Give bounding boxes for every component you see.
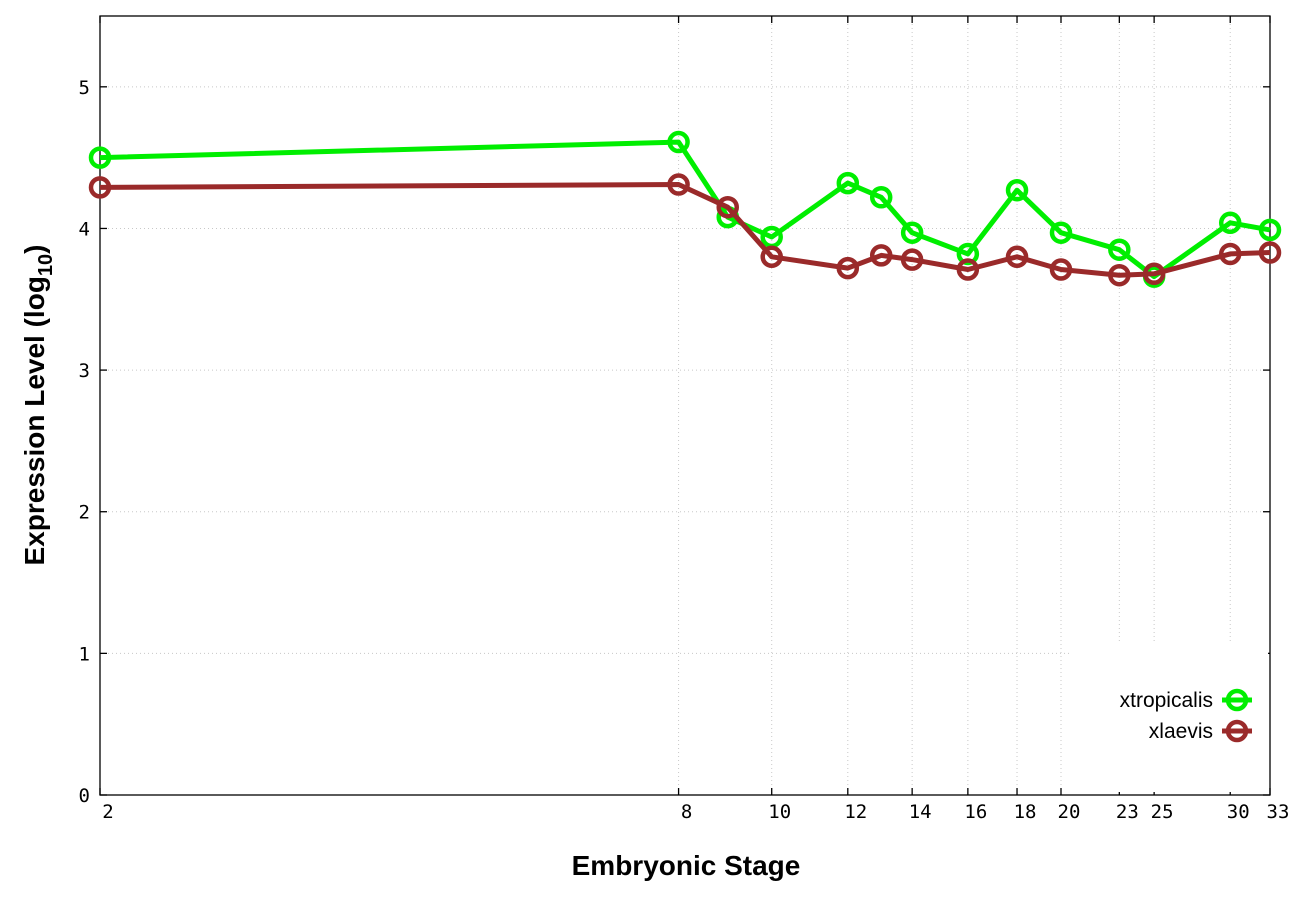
y-tick-label: 0 xyxy=(79,785,90,807)
x-tick-label: 20 xyxy=(1058,801,1081,823)
x-tick-label: 12 xyxy=(844,801,867,823)
data-point-xlaevis xyxy=(1218,242,1242,266)
data-point-xlaevis xyxy=(88,176,112,199)
y-axis-title-main: Expression Level (log xyxy=(19,276,50,565)
data-point-xlaevis xyxy=(956,258,980,281)
legend: xtropicalis xlaevis xyxy=(1072,642,1268,792)
data-point-xtropicalis xyxy=(1258,218,1282,242)
data-point-xtropicalis xyxy=(667,130,690,154)
legend-marker-swatch xyxy=(1225,719,1249,743)
data-point-xlaevis xyxy=(760,245,783,269)
y-tick-label: 1 xyxy=(79,643,90,665)
y-axis-title: Expression Level (log10) xyxy=(19,245,57,566)
data-point-xtropicalis xyxy=(836,171,860,195)
x-tick-label: 23 xyxy=(1116,801,1139,823)
data-point-xtropicalis xyxy=(900,221,924,244)
legend-item-xtropicalis: xtropicalis xyxy=(1120,688,1252,712)
x-tick-label: 18 xyxy=(1014,801,1037,823)
data-point-xtropicalis xyxy=(1108,238,1131,261)
data-point-xtropicalis xyxy=(869,186,893,209)
data-point-xtropicalis xyxy=(956,242,980,266)
y-tick-label: 2 xyxy=(79,502,90,524)
series-xlaevis xyxy=(88,173,1282,287)
x-tick-label: 33 xyxy=(1267,801,1290,823)
data-point-xlaevis xyxy=(1108,263,1131,287)
x-tick-label: 25 xyxy=(1151,801,1174,823)
data-point-xlaevis xyxy=(1258,241,1282,264)
data-point-xlaevis xyxy=(667,173,690,196)
grid-lines xyxy=(100,16,1270,795)
x-axis-title: Embryonic Stage xyxy=(572,850,801,881)
series-lines xyxy=(88,130,1282,288)
x-tick-label: 16 xyxy=(964,801,987,823)
data-point-xlaevis xyxy=(1049,258,1073,281)
series-line-xtropicalis xyxy=(99,139,1271,280)
y-axis-title-end: ) xyxy=(19,245,50,254)
data-point-xtropicalis xyxy=(1218,211,1242,235)
legend-marker-swatch xyxy=(1225,688,1249,712)
y-tick-labels: 0 1 2 3 4 5 xyxy=(79,77,90,807)
data-point-xlaevis xyxy=(900,248,924,271)
data-point-xlaevis xyxy=(1005,245,1029,269)
x-tick-label: 10 xyxy=(768,801,791,823)
plot-frame xyxy=(99,15,1271,796)
y-tick-label: 5 xyxy=(79,77,90,99)
x-tick-label: 14 xyxy=(909,801,932,823)
data-point-xtropicalis xyxy=(1005,178,1029,202)
series-xtropicalis xyxy=(88,130,1282,288)
x-tick-labels: 2 8 10 12 14 16 18 20 23 25 30 33 xyxy=(102,801,1289,823)
x-tick-label: 2 xyxy=(102,801,113,823)
y-tick-label: 4 xyxy=(79,218,90,240)
data-point-xlaevis xyxy=(836,256,860,280)
series-line-xlaevis xyxy=(99,182,1271,278)
data-point-xlaevis xyxy=(716,195,739,219)
x-tick-label: 8 xyxy=(681,801,692,823)
data-point-xlaevis xyxy=(869,244,893,267)
legend-label: xlaevis xyxy=(1149,720,1213,743)
x-tick-label: 30 xyxy=(1227,801,1250,823)
data-point-xlaevis xyxy=(1142,262,1166,286)
y-tick-label: 3 xyxy=(79,360,90,382)
legend-label: xtropicalis xyxy=(1120,689,1213,712)
y-axis-title-subscript: 10 xyxy=(35,254,57,276)
legend-background xyxy=(1072,642,1268,792)
legend-item-xlaevis: xlaevis xyxy=(1149,719,1252,743)
data-point-xtropicalis xyxy=(88,146,112,169)
data-point-xtropicalis xyxy=(1049,221,1073,244)
